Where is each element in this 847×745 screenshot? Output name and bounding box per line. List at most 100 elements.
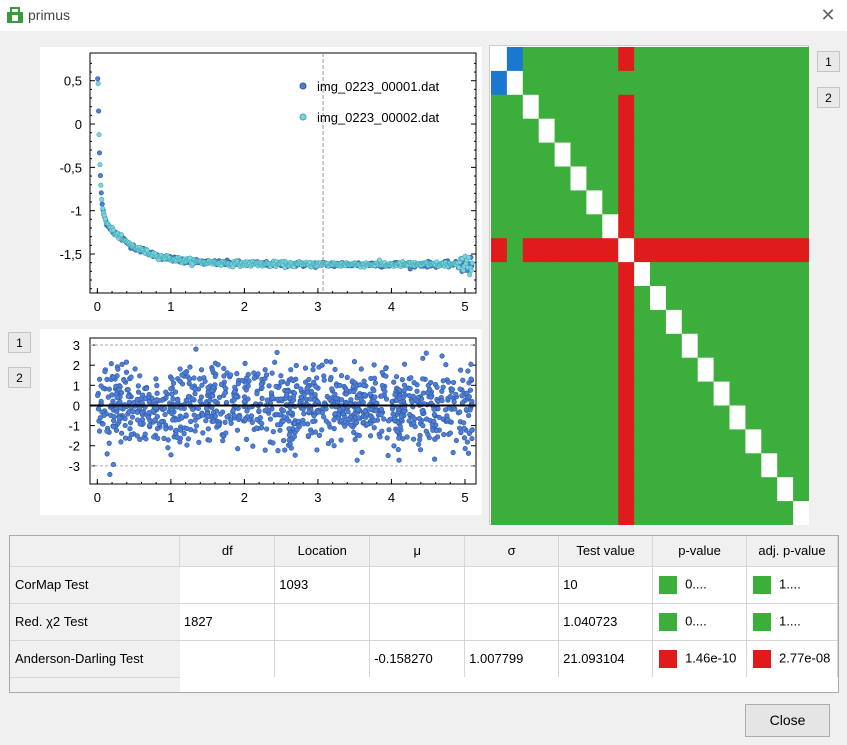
residual-point bbox=[416, 416, 423, 422]
residual-point bbox=[311, 379, 317, 385]
residual-point bbox=[382, 388, 388, 395]
heatmap-cell bbox=[538, 501, 556, 525]
heatmap-cell bbox=[634, 190, 651, 215]
residual-point bbox=[293, 362, 299, 369]
cell-df[interactable] bbox=[179, 566, 276, 604]
close-button[interactable]: Close bbox=[745, 704, 830, 737]
heatmap-cell bbox=[745, 381, 762, 407]
adj-p-value-text: 1.... bbox=[779, 575, 801, 591]
heatmap-cell bbox=[793, 309, 809, 335]
residual-point bbox=[383, 365, 389, 372]
point-series-2 bbox=[99, 196, 105, 202]
residual-point bbox=[410, 393, 416, 399]
residual-point bbox=[467, 387, 474, 393]
cormap-heatmap[interactable] bbox=[489, 45, 809, 525]
residual-point bbox=[301, 421, 307, 427]
header-location[interactable]: Location bbox=[274, 536, 371, 567]
heatmap-cell bbox=[506, 453, 524, 478]
header-sigma[interactable]: σ bbox=[464, 536, 560, 567]
cell-mu[interactable] bbox=[369, 603, 466, 641]
heatmap-cell bbox=[491, 47, 508, 72]
residual-point bbox=[204, 406, 210, 412]
residual-point bbox=[463, 406, 469, 413]
residual-point bbox=[257, 415, 263, 421]
header-mu[interactable]: μ bbox=[369, 536, 466, 567]
plot-button-2[interactable]: 2 bbox=[8, 367, 31, 388]
heatmap-cell bbox=[522, 309, 540, 335]
cell-location[interactable] bbox=[274, 603, 371, 641]
cell-df[interactable] bbox=[179, 640, 276, 678]
cell-sigma[interactable] bbox=[464, 603, 560, 641]
residuals-plot[interactable]: 3 2 1 0 -1 -2 -3 0 1 2 3 4 5 bbox=[40, 329, 482, 515]
header-p-value[interactable]: p-value bbox=[652, 536, 747, 567]
residual-point bbox=[174, 434, 180, 440]
table-row[interactable]: CorMap Test 1093 10 0.... 1.... bbox=[10, 566, 838, 604]
residual-point bbox=[329, 386, 335, 392]
cell-df[interactable]: 1827 bbox=[179, 603, 276, 641]
residuals-plot-canvas: 3 2 1 0 -1 -2 -3 0 1 2 3 4 5 bbox=[68, 337, 477, 505]
residual-point bbox=[338, 437, 344, 443]
heatmap-cell bbox=[665, 94, 683, 120]
residual-point bbox=[328, 359, 334, 365]
cell-test-value[interactable]: 10 bbox=[558, 566, 654, 604]
app-icon bbox=[7, 7, 23, 23]
residual-point bbox=[134, 409, 140, 415]
heatmap-cell bbox=[681, 357, 699, 383]
cell-mu[interactable]: -0.158270 bbox=[369, 640, 466, 678]
heatmap-cell bbox=[650, 501, 667, 525]
residual-point bbox=[178, 405, 184, 411]
residual-point bbox=[205, 414, 211, 420]
heatmap-cell bbox=[761, 405, 778, 430]
cell-location[interactable] bbox=[274, 640, 371, 678]
heatmap-cell bbox=[713, 477, 731, 502]
cell-sigma[interactable]: 1.007799 bbox=[464, 640, 560, 678]
window-close-icon[interactable]: ✕ bbox=[820, 5, 836, 25]
cell-test-value[interactable]: 21.093104 bbox=[558, 640, 654, 678]
cell-location[interactable]: 1093 bbox=[274, 566, 371, 604]
heatmap-cell bbox=[713, 429, 731, 454]
residual-point bbox=[453, 437, 459, 444]
header-df[interactable]: df bbox=[179, 536, 276, 567]
table-row[interactable]: Red. χ2 Test 1827 1.040723 0.... 1.... bbox=[10, 603, 838, 641]
residual-point bbox=[250, 443, 256, 449]
cell-sigma[interactable] bbox=[464, 566, 560, 604]
heatmap-cell bbox=[729, 94, 746, 120]
residual-point bbox=[377, 434, 383, 440]
cell-p-value[interactable]: 0.... bbox=[652, 566, 747, 604]
cell-test-value[interactable]: 1.040723 bbox=[558, 603, 654, 641]
cell-p-value[interactable]: 1.46e-10 bbox=[652, 640, 747, 678]
cell-adj-p-value[interactable]: 1.... bbox=[746, 603, 838, 641]
heatmap-cell bbox=[554, 429, 572, 454]
cell-p-value[interactable]: 0.... bbox=[652, 603, 747, 641]
cell-adj-p-value[interactable]: 2.77e-08 bbox=[746, 640, 838, 678]
heatmap-cell bbox=[602, 381, 619, 407]
heatmap-cell bbox=[506, 190, 524, 215]
heatmap-cell bbox=[681, 47, 699, 72]
residual-point bbox=[192, 391, 198, 397]
intensity-plot[interactable]: 0,5 0 -0,5 -1 -1,5 0 1 2 3 4 5 img_0223_00001.dat … bbox=[40, 47, 482, 320]
header-adj-p-value[interactable]: adj. p-value bbox=[746, 536, 838, 567]
heatmap-cell bbox=[650, 286, 667, 311]
residual-point bbox=[168, 425, 174, 431]
y-tick-label: -1,5 bbox=[60, 247, 82, 262]
heatmap-cell bbox=[713, 357, 731, 383]
heatmap-cell bbox=[761, 477, 778, 502]
residual-point bbox=[131, 400, 137, 406]
residual-point bbox=[404, 434, 410, 440]
residual-point bbox=[426, 386, 433, 392]
residual-point bbox=[106, 440, 112, 446]
cell-adj-p-value[interactable]: 1.... bbox=[746, 566, 838, 604]
plot-button-1[interactable]: 1 bbox=[8, 332, 31, 353]
heatmap-cell bbox=[554, 381, 572, 407]
heatmap-cell bbox=[681, 381, 699, 407]
residual-point bbox=[113, 383, 119, 389]
heatmap-button-2[interactable]: 2 bbox=[817, 87, 840, 108]
heatmap-button-1[interactable]: 1 bbox=[817, 51, 840, 72]
heatmap-cell bbox=[506, 333, 524, 359]
cell-mu[interactable] bbox=[369, 566, 466, 604]
heatmap-cell bbox=[761, 47, 778, 72]
heatmap-cell bbox=[602, 501, 619, 525]
heatmap-cell bbox=[713, 47, 731, 72]
header-test-value[interactable]: Test value bbox=[558, 536, 654, 567]
table-row[interactable]: Anderson-Darling Test -0.158270 1.007799… bbox=[10, 640, 838, 678]
